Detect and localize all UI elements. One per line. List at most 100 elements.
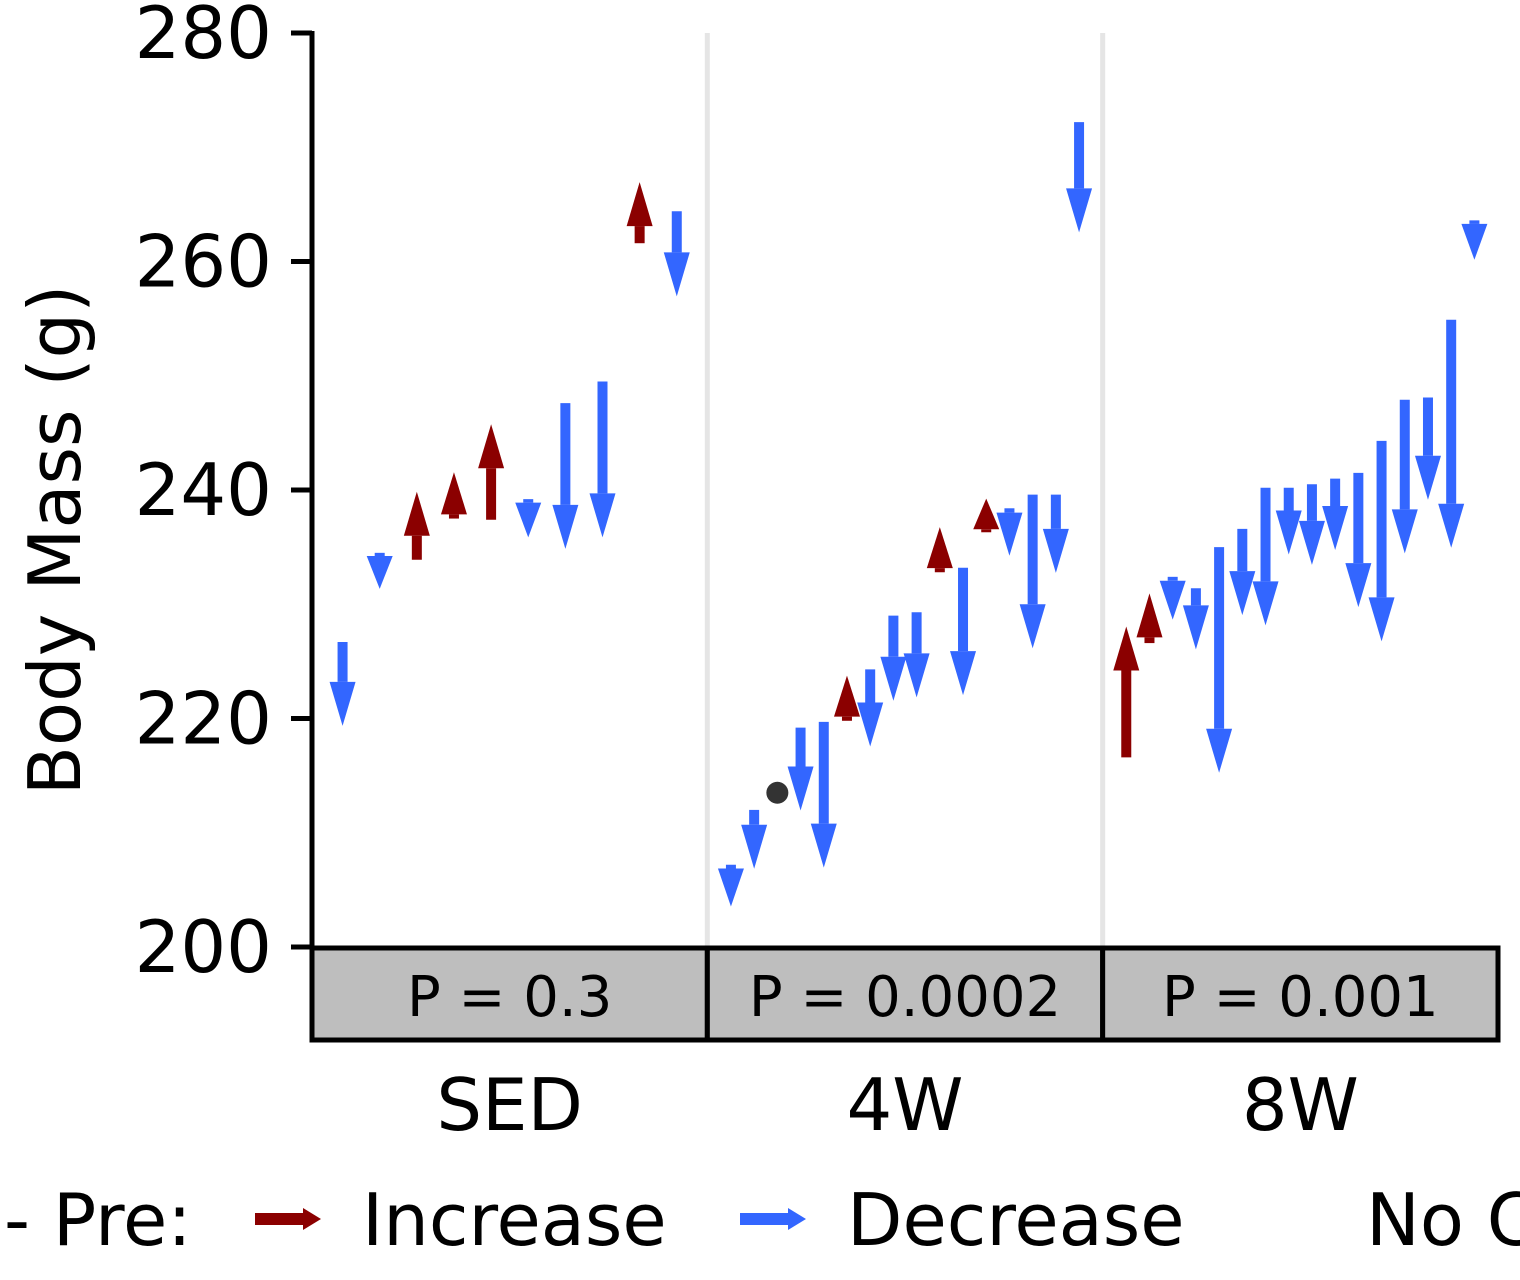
decrease-arrow — [810, 721, 837, 868]
arrow-head — [903, 653, 930, 698]
arrow-head — [1298, 520, 1325, 565]
arrow-head — [741, 824, 768, 869]
y-tick-label: 200 — [135, 905, 272, 989]
decrease-arrow — [552, 403, 579, 549]
arrow-head — [880, 656, 907, 701]
p-value-strip — [1100, 945, 1501, 1043]
arrow-head — [1136, 593, 1163, 638]
legend-label: Decrease — [847, 1178, 1185, 1262]
arrow-head — [1229, 571, 1256, 616]
decrease-arrow — [880, 615, 907, 701]
arrow-head — [552, 504, 579, 549]
arrow-head — [1322, 505, 1349, 550]
legend-label: No C — [1366, 1178, 1520, 1262]
arrow-head — [717, 868, 744, 907]
decrease-arrow — [1438, 319, 1465, 548]
arrow-head — [787, 766, 814, 811]
decrease-arrow — [1461, 220, 1488, 260]
decrease-arrow — [950, 567, 977, 696]
decrease-arrow — [1252, 487, 1279, 626]
arrow-head — [810, 823, 837, 868]
increase-arrow — [403, 491, 430, 560]
arrow-head — [1345, 563, 1372, 608]
arrow-head — [926, 527, 953, 569]
decrease-arrow — [515, 499, 542, 538]
arrow-head — [329, 681, 356, 726]
legend-label: Increase — [362, 1178, 667, 1262]
arrow-head — [366, 556, 393, 589]
legend-key — [740, 1208, 806, 1230]
arrow-head — [1113, 626, 1140, 671]
decrease-arrow — [1229, 528, 1256, 616]
arrow-head — [833, 675, 860, 717]
decrease-arrow — [996, 508, 1023, 556]
arrow-head — [1159, 580, 1186, 620]
no-change-point — [766, 781, 789, 804]
p-value-strips: P = 0.3 P = 0.0002 P = 0.001 — [309, 945, 1501, 1043]
decrease-arrow — [1368, 440, 1395, 642]
y-tick-label: 220 — [135, 677, 272, 761]
increase-arrow — [833, 675, 860, 721]
arrow-head — [1414, 455, 1441, 500]
y-axis-title: Body Mass (g) — [13, 285, 97, 796]
y-tick-label: 280 — [135, 0, 272, 75]
decrease-arrow — [663, 211, 690, 297]
decrease-arrow — [1159, 576, 1186, 620]
legend-title: - Pre: — [4, 1178, 192, 1262]
x-tick-label: 4W — [847, 1063, 964, 1147]
arrow-head — [1206, 728, 1233, 773]
decrease-arrow — [1391, 399, 1418, 554]
arrow-head — [589, 493, 616, 538]
arrow-head — [515, 502, 542, 538]
decrease-arrow — [329, 641, 356, 726]
increase-arrow — [1136, 593, 1163, 644]
arrow-head — [857, 702, 884, 747]
increase-arrow — [926, 527, 953, 573]
arrow-head — [1368, 597, 1395, 642]
increase-arrow — [478, 424, 505, 520]
decrease-arrow — [1206, 547, 1233, 773]
p-value-label: P = 0.0002 — [749, 965, 1061, 1030]
arrow-head — [1438, 503, 1465, 548]
decrease-arrow — [717, 864, 744, 907]
legend-key — [255, 1208, 321, 1230]
arrow-head — [1275, 510, 1302, 555]
arrow-head — [1391, 509, 1418, 554]
p-value-strip — [704, 945, 1106, 1043]
chart-marks — [329, 122, 1488, 907]
decrease-arrow — [366, 552, 393, 589]
legend-key-head — [788, 1208, 806, 1230]
arrow-head — [1019, 604, 1046, 649]
arrow-head — [626, 182, 653, 227]
arrow-head — [1461, 223, 1488, 260]
arrow-head — [950, 651, 977, 696]
decrease-arrow — [1182, 588, 1209, 650]
arrow-head — [663, 252, 690, 297]
increase-arrow — [1113, 626, 1140, 758]
arrow-head — [1252, 581, 1279, 626]
panel-dividers — [704, 33, 1106, 947]
arrow-head — [1042, 528, 1069, 573]
p-value-label: P = 0.3 — [407, 965, 612, 1030]
y-axis: 200 220 240 260 280 — [135, 0, 315, 989]
x-axis-labels: SED 4W 8W — [436, 1063, 1358, 1147]
decrease-arrow — [1298, 484, 1325, 565]
increase-arrow — [440, 472, 467, 519]
decrease-arrow — [1345, 472, 1372, 608]
x-tick-label: 8W — [1242, 1063, 1359, 1147]
decrease-arrow — [787, 727, 814, 811]
decrease-arrow — [1275, 487, 1302, 555]
decrease-arrow — [1066, 122, 1093, 233]
increase-arrow — [626, 182, 653, 244]
arrow-head — [478, 424, 505, 469]
arrow-head — [1182, 605, 1209, 650]
legend: - Pre: Increase Decrease No C — [4, 1178, 1520, 1262]
decrease-arrow — [741, 809, 768, 869]
arrow-head — [440, 472, 467, 515]
arrow-head — [1066, 188, 1093, 233]
p-value-strip — [309, 945, 710, 1043]
decrease-arrow — [903, 612, 930, 698]
decrease-arrow — [1019, 494, 1046, 649]
decrease-arrow — [589, 381, 616, 538]
